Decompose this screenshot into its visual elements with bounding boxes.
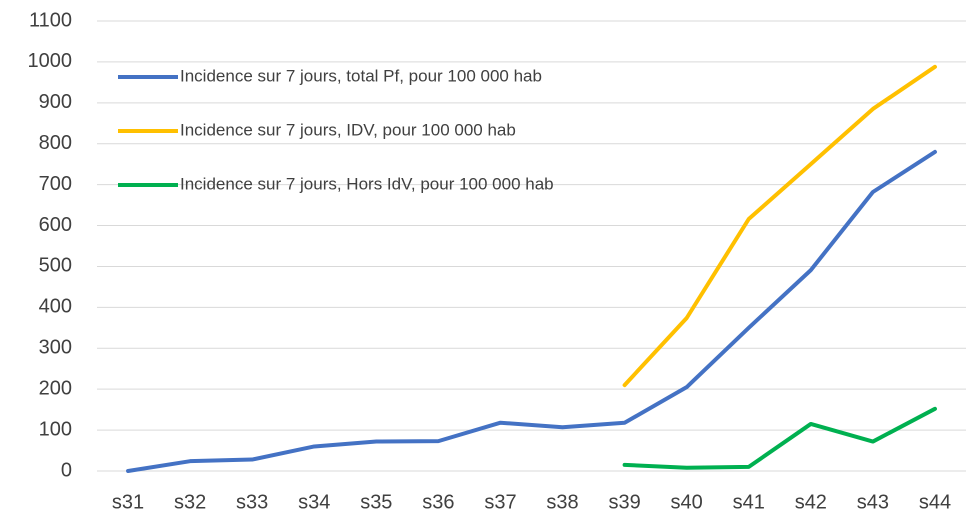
x-tick-label: s42: [795, 491, 827, 513]
x-tick-label: s37: [484, 491, 516, 513]
y-tick-label: 700: [39, 173, 72, 195]
y-tick-label: 800: [39, 132, 72, 154]
y-tick-label: 1100: [29, 9, 72, 31]
series-line: [126, 149, 937, 473]
legend-label: Incidence sur 7 jours, IDV, pour 100 000…: [180, 120, 516, 139]
series-line: [622, 64, 937, 388]
x-tick-label: s33: [236, 491, 268, 513]
y-tick-label: 600: [39, 214, 72, 236]
y-tick-label: 500: [39, 255, 72, 277]
legend-label: Incidence sur 7 jours, Hors IdV, pour 10…: [180, 174, 554, 193]
x-tick-label: s41: [733, 491, 765, 513]
x-tick-label: s38: [546, 491, 578, 513]
x-tick-label: s44: [919, 491, 951, 513]
x-tick-label: s40: [671, 491, 703, 513]
x-tick-label: s35: [360, 491, 392, 513]
y-tick-label: 200: [39, 377, 72, 399]
x-tick-label: s31: [112, 491, 144, 513]
y-tick-label: 0: [61, 459, 72, 481]
y-tick-label: 400: [39, 296, 72, 318]
series-line: [622, 406, 937, 470]
y-tick-label: 900: [39, 91, 72, 113]
y-tick-label: 1000: [28, 50, 73, 72]
x-tick-label: s34: [298, 491, 330, 513]
x-tick-label: s43: [857, 491, 889, 513]
y-tick-label: 100: [39, 418, 72, 440]
x-tick-label: s36: [422, 491, 454, 513]
x-tick-label: s32: [174, 491, 206, 513]
legend-label: Incidence sur 7 jours, total Pf, pour 10…: [180, 66, 542, 85]
y-tick-label: 300: [39, 337, 72, 359]
x-tick-label: s39: [608, 491, 640, 513]
